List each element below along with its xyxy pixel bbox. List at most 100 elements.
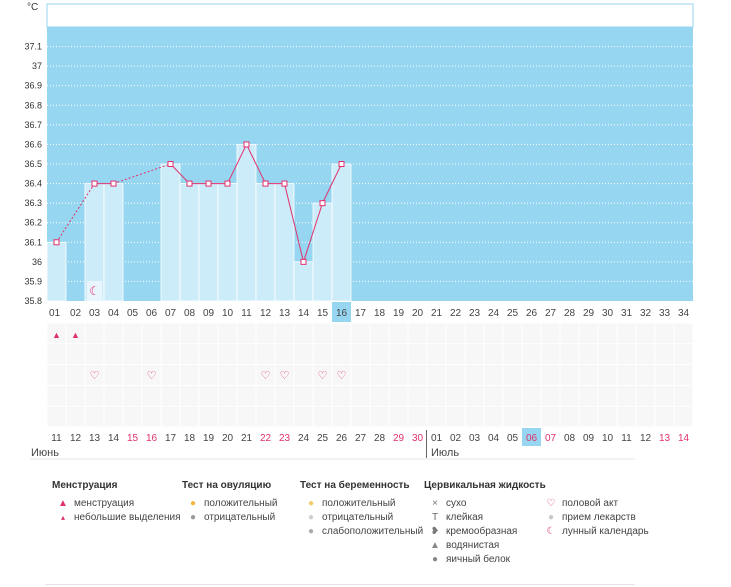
temperature-point: [319, 200, 326, 207]
temperature-point: [243, 141, 250, 148]
legend-item-label: отрицательный: [204, 511, 276, 523]
date-label: 19: [203, 433, 215, 444]
egg-white-icon: ●: [431, 553, 439, 565]
pill-icon: ●: [547, 511, 555, 523]
y-tick-label: 36.1: [24, 237, 42, 247]
date-label: 08: [564, 433, 576, 444]
date-label: 21: [241, 433, 253, 444]
plot-background: [47, 27, 693, 301]
y-tick-label: 36.2: [24, 218, 42, 228]
legend-item-label: небольшие выделения: [74, 511, 181, 523]
legend-group-title: Тест на беременность: [300, 480, 410, 491]
date-label: 29: [393, 433, 405, 444]
plot-top-band: [46, 3, 694, 28]
legend-item: ● положительный: [300, 496, 423, 510]
cycle-day-label: 18: [374, 308, 386, 319]
cycle-day-label: 03: [89, 308, 101, 319]
ovulation-positive-icon: ●: [189, 497, 197, 509]
temperature-point: [338, 161, 345, 167]
legend-group-title: Менструация: [52, 480, 118, 491]
temperature-bar: [312, 202, 333, 302]
temperature-point: [186, 180, 193, 187]
temperature-bar: [293, 261, 314, 302]
cycle-day-label: 30: [602, 308, 614, 319]
current-date-highlight: [522, 428, 541, 446]
legend-item: ▲ менструация: [52, 496, 181, 510]
date-label: 14: [108, 433, 120, 444]
legend-item: ♡ половой акт: [540, 496, 649, 510]
temperature-point: [224, 180, 231, 187]
y-tick-label: 36.7: [24, 120, 42, 130]
temperature-point: [205, 180, 212, 187]
temperature-bar: [160, 163, 181, 302]
date-label: 05: [507, 433, 519, 444]
date-label: 26: [336, 433, 348, 444]
legend-item: ● положительный: [182, 496, 278, 510]
cycle-day-label: 29: [583, 308, 595, 319]
cycle-day-label: 22: [450, 308, 462, 319]
cycle-day-label: 15: [317, 308, 329, 319]
date-label: 03: [469, 433, 481, 444]
legend-item-label: положительный: [204, 497, 278, 509]
legend-item-label: сухо: [446, 497, 467, 509]
current-day-highlight: [332, 302, 351, 322]
cycle-day-label: 11: [241, 308, 252, 319]
temperature-bar: [274, 183, 295, 302]
temperature-bar: [198, 183, 219, 302]
legend-group-title: [540, 480, 649, 491]
date-label: 02: [450, 433, 462, 444]
temperature-line-segment: [227, 144, 247, 184]
sticky-icon: T: [431, 511, 439, 523]
cycle-day-label: 08: [184, 308, 196, 319]
date-label: 28: [374, 433, 386, 444]
legend-item: ▴ небольшие выделения: [52, 510, 181, 524]
cycle-day-label: 34: [678, 308, 690, 319]
cycle-day-label: 33: [659, 308, 671, 319]
date-label: 30: [412, 433, 424, 444]
temperature-point: [281, 180, 288, 187]
date-label: 11: [621, 433, 632, 444]
date-label: 20: [222, 433, 234, 444]
date-label: 27: [355, 433, 367, 444]
legend-item-label: отрицательный: [322, 511, 394, 523]
ovulation-negative-icon: ●: [189, 511, 197, 523]
legend-item-label: водянистая: [446, 539, 500, 551]
date-label: 12: [70, 433, 82, 444]
temperature-bar: [46, 241, 67, 302]
pregnancy-negative-icon: ●: [307, 511, 315, 523]
legend-group: Тест на беременность ● положительный ● отриц…: [300, 480, 423, 538]
legend-item: ▲ водянистая: [424, 538, 546, 552]
y-tick-label: 36.6: [24, 139, 42, 149]
heart-icon: ♡: [147, 370, 157, 382]
date-label: 24: [298, 433, 310, 444]
legend-item-label: менструация: [74, 497, 135, 509]
legend-item: ☾ лунный календарь: [540, 524, 649, 538]
temperature-point: [110, 180, 117, 187]
heart-icon: ♡: [90, 370, 100, 382]
menstruation-icon: ▲: [71, 330, 80, 340]
cycle-day-label: 24: [488, 308, 500, 319]
date-label: 13: [659, 433, 671, 444]
date-label: 10: [602, 433, 614, 444]
cycle-day-label: 10: [222, 308, 234, 319]
heart-icon: ♡: [337, 370, 347, 382]
y-tick-label: 36.8: [24, 100, 42, 110]
date-label: 01: [431, 433, 443, 444]
heart-icon: ♡: [546, 497, 556, 509]
date-label: 23: [279, 433, 291, 444]
legend-item-label: половой акт: [562, 497, 619, 509]
y-tick-label: 36.3: [24, 198, 42, 208]
temperature-point: [300, 258, 307, 265]
legend-item: ❥ кремообразная: [424, 524, 546, 538]
temperature-bar: [217, 183, 238, 302]
legend-item-label: клейкая: [446, 511, 484, 523]
date-label: 04: [488, 433, 500, 444]
date-label: 06: [526, 433, 538, 444]
creamy-icon: ❥: [430, 525, 440, 537]
legend-item: ● слабоположительный: [300, 524, 423, 538]
legend-item-label: прием лекарств: [562, 511, 636, 523]
cycle-day-label: 26: [526, 308, 538, 319]
